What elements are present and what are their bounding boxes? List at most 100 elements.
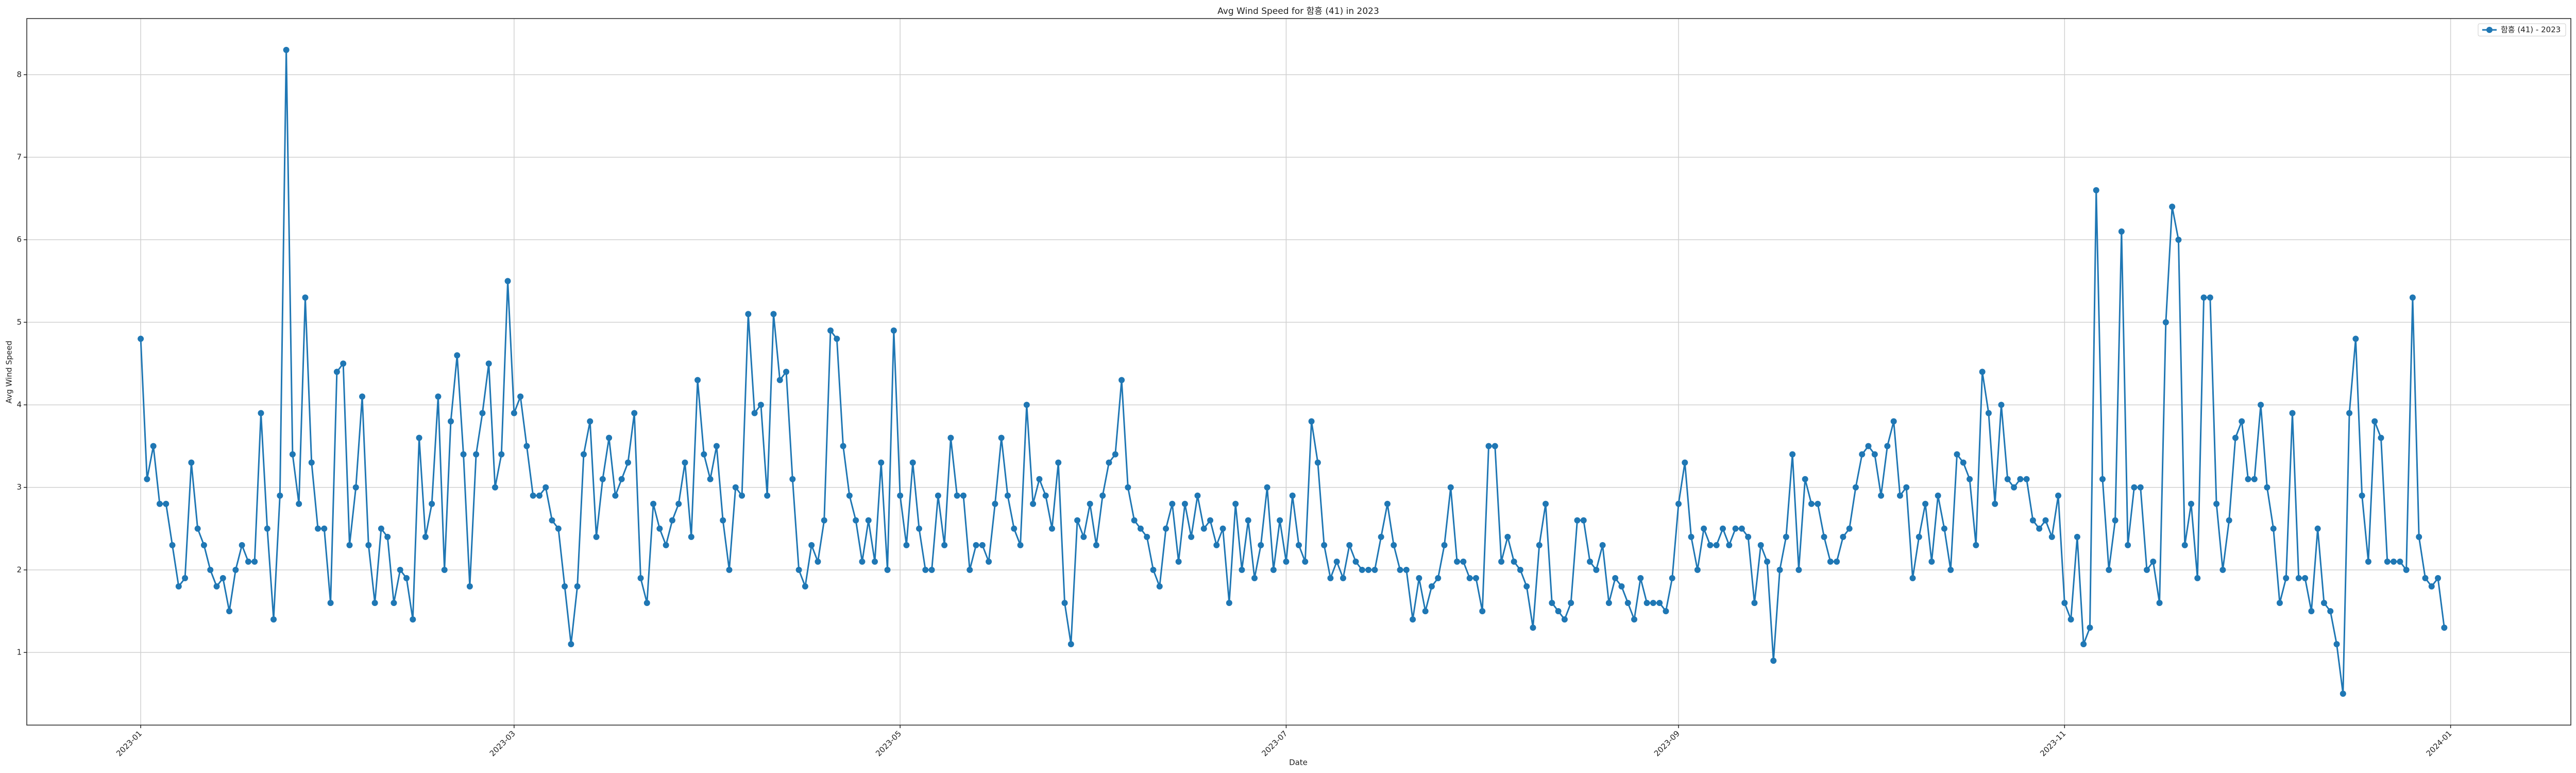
- data-point: [1258, 542, 1264, 548]
- data-point: [2213, 500, 2220, 507]
- data-point: [1530, 625, 1536, 631]
- data-point: [637, 575, 644, 581]
- data-point: [264, 525, 270, 532]
- data-point: [1118, 377, 1125, 383]
- data-point: [1865, 443, 1872, 449]
- data-point: [1536, 542, 1543, 548]
- data-point: [321, 525, 328, 532]
- data-point: [2074, 533, 2080, 540]
- data-point: [650, 500, 657, 507]
- data-point: [2245, 476, 2251, 482]
- data-point: [726, 566, 733, 573]
- data-point: [1549, 599, 1555, 606]
- data-point: [1973, 542, 1979, 548]
- data-point: [2378, 434, 2384, 441]
- plot-frame: [26, 18, 2571, 726]
- data-point: [1416, 575, 1422, 581]
- data-point: [1036, 476, 1043, 482]
- data-point: [2359, 492, 2365, 499]
- data-point: [1321, 542, 1328, 548]
- data-point: [663, 542, 669, 548]
- data-point: [1055, 459, 1062, 466]
- data-point: [954, 492, 960, 499]
- data-point: [745, 311, 752, 317]
- data-point: [1188, 533, 1195, 540]
- data-point: [1884, 443, 1891, 449]
- data-point: [517, 393, 524, 400]
- data-point: [1618, 583, 1625, 590]
- data-point: [1808, 500, 1815, 507]
- data-point: [675, 500, 682, 507]
- data-point: [245, 558, 251, 565]
- data-point: [1340, 575, 1346, 581]
- data-point: [391, 599, 397, 606]
- data-point: [2276, 599, 2283, 606]
- data-point: [846, 492, 853, 499]
- data-point: [1017, 542, 1024, 548]
- data-point: [219, 575, 226, 581]
- data-point: [460, 451, 467, 458]
- data-point: [1087, 500, 1093, 507]
- data-point: [1985, 410, 1992, 416]
- data-point: [1941, 525, 1947, 532]
- data-point: [1605, 599, 1612, 606]
- data-point: [2239, 418, 2245, 425]
- data-point: [992, 500, 998, 507]
- data-point: [643, 599, 650, 606]
- data-point: [1511, 558, 1517, 565]
- data-point: [1574, 517, 1581, 524]
- data-point: [2004, 476, 2011, 482]
- x-tick-label: 2023-05: [874, 729, 903, 758]
- data-point: [384, 533, 391, 540]
- data-point: [2144, 566, 2150, 573]
- data-point: [1732, 525, 1739, 532]
- data-point: [169, 542, 176, 548]
- data-point: [1757, 542, 1764, 548]
- data-point: [1004, 492, 1011, 499]
- data-point: [1264, 484, 1270, 491]
- data-point: [732, 484, 739, 491]
- data-point: [1568, 599, 1574, 606]
- data-point: [2289, 410, 2296, 416]
- data-point: [333, 368, 340, 375]
- data-point: [308, 459, 315, 466]
- data-point: [1333, 558, 1340, 565]
- data-point: [1283, 558, 1290, 565]
- data-point: [599, 476, 606, 482]
- data-point: [909, 459, 916, 466]
- data-point: [2428, 583, 2435, 590]
- data-point: [764, 492, 771, 499]
- data-point: [2320, 599, 2327, 606]
- data-point: [2067, 616, 2074, 623]
- data-point: [1485, 443, 1492, 449]
- data-point: [2181, 542, 2188, 548]
- y-tick-label: 6: [16, 235, 22, 244]
- data-point: [2270, 525, 2277, 532]
- data-point: [1226, 599, 1232, 606]
- data-point: [492, 484, 498, 491]
- data-point: [1561, 616, 1568, 623]
- data-point: [2125, 542, 2131, 548]
- data-point: [2302, 575, 2309, 581]
- data-point: [1682, 459, 1688, 466]
- data-point: [1751, 599, 1758, 606]
- data-point: [834, 335, 840, 342]
- data-point: [1479, 608, 1486, 614]
- data-point: [346, 542, 353, 548]
- data-point: [815, 558, 821, 565]
- data-point: [1277, 517, 1283, 524]
- data-point: [606, 434, 613, 441]
- data-point: [1802, 476, 1808, 482]
- data-point: [1011, 525, 1018, 532]
- data-point: [1093, 542, 1099, 548]
- data-point: [2371, 418, 2378, 425]
- data-point: [713, 443, 720, 449]
- data-point: [2106, 566, 2112, 573]
- data-point: [410, 616, 416, 623]
- data-point: [827, 327, 834, 334]
- data-point: [1846, 525, 1853, 532]
- data-point: [1169, 500, 1176, 507]
- data-point: [2264, 484, 2270, 491]
- data-point: [1713, 542, 1720, 548]
- data-point: [1144, 533, 1150, 540]
